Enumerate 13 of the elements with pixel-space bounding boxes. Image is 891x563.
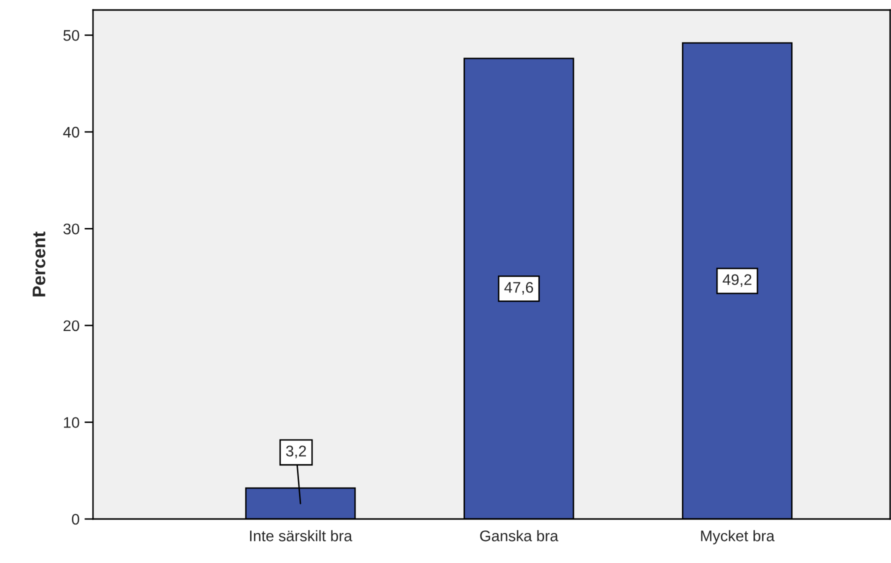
y-tick-label: 10 [64, 417, 80, 428]
y-tick-label: 30 [63, 224, 80, 234]
y-tick-label: 50 [63, 30, 80, 41]
y-tick-label: 20 [64, 320, 80, 332]
x-tick-label: Ganska bra [480, 530, 558, 542]
y-axis-title: Percent [32, 232, 46, 296]
x-tick-label: Inte särskilt bra [250, 530, 352, 542]
data-label: 47,6 [504, 282, 534, 295]
data-label: 3,2 [286, 446, 306, 458]
y-tick-label: 0 [72, 514, 80, 525]
x-tick-label: Mycket bra [701, 530, 775, 544]
data-label: 49,2 [722, 274, 752, 287]
y-tick-label: 40 [63, 126, 80, 138]
